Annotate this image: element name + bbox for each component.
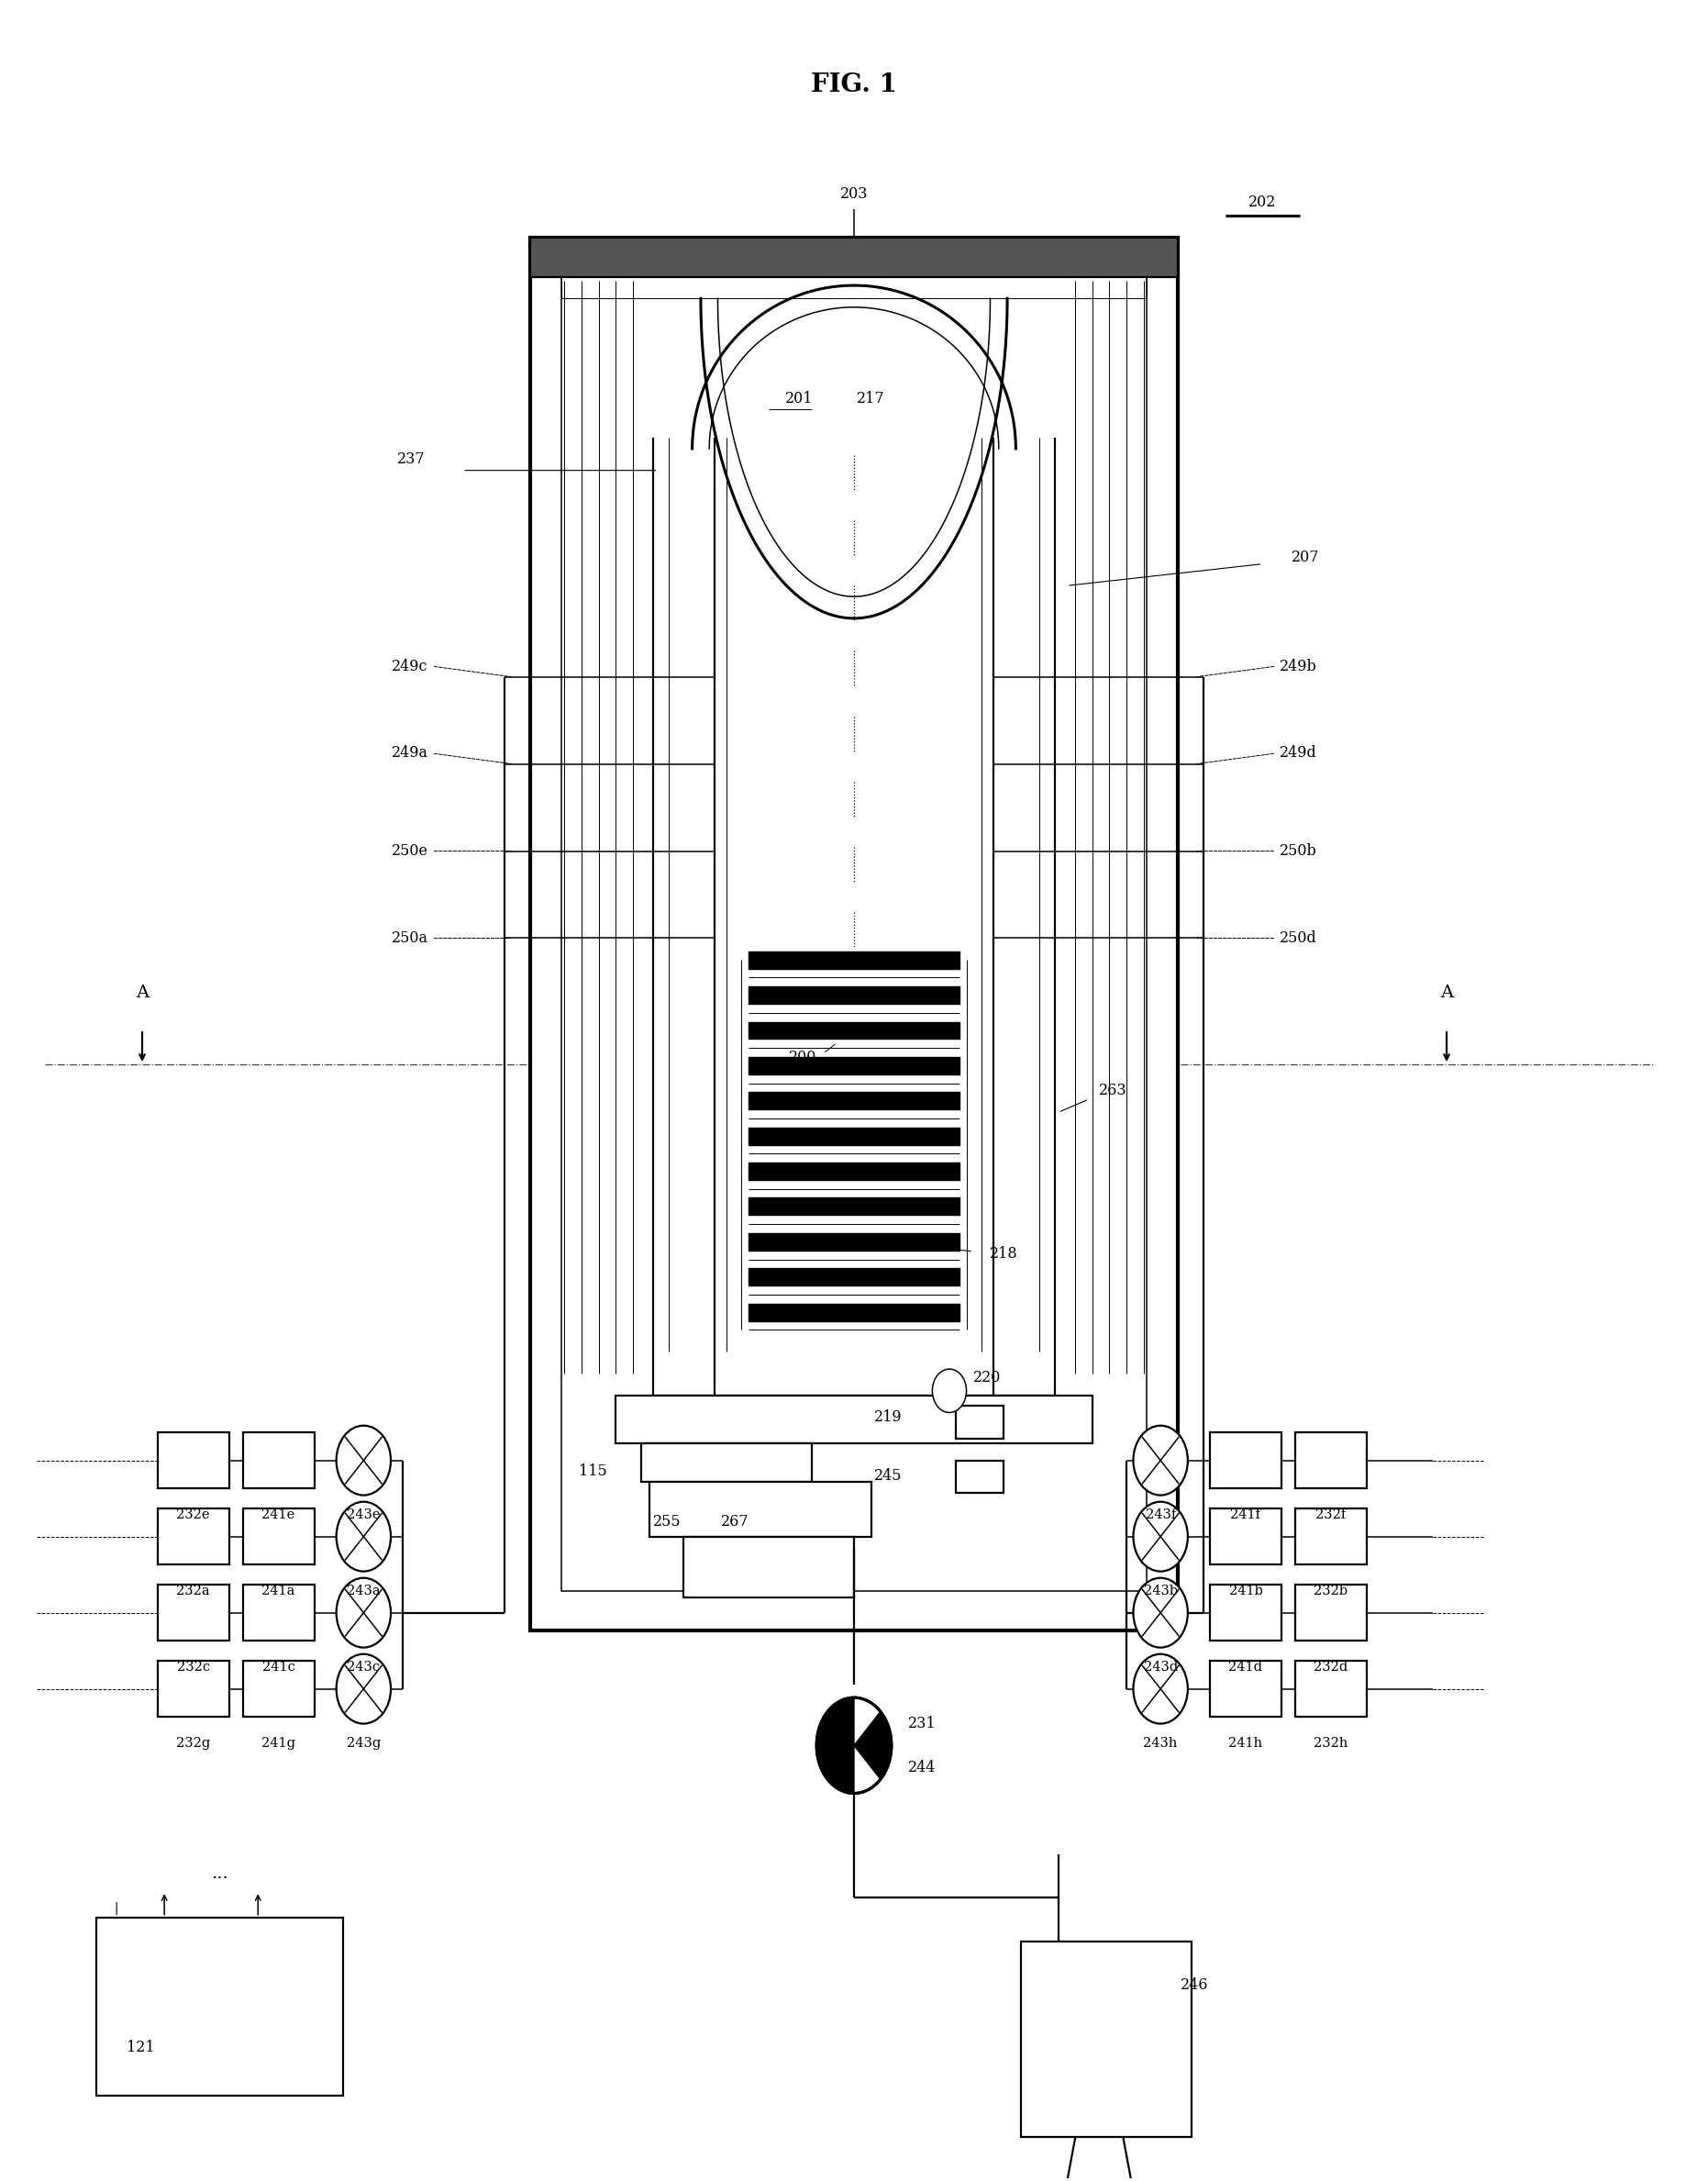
Polygon shape	[816, 1697, 854, 1793]
Circle shape	[336, 1577, 391, 1647]
Text: 246: 246	[1180, 1976, 1209, 1993]
Text: 243g: 243g	[347, 1736, 381, 1749]
Text: 232g: 232g	[176, 1736, 210, 1749]
Text: 243b: 243b	[1143, 1586, 1177, 1596]
Text: 243c: 243c	[347, 1660, 381, 1673]
Bar	[243, 1433, 314, 1490]
Text: 237: 237	[398, 451, 425, 467]
Circle shape	[1134, 1503, 1187, 1570]
Text: 255: 255	[652, 1514, 681, 1529]
Text: 243e: 243e	[347, 1509, 381, 1520]
Text: 121: 121	[126, 2039, 155, 2057]
Text: 218: 218	[991, 1245, 1018, 1261]
Text: 249a: 249a	[391, 746, 429, 761]
Bar	[1209, 1660, 1281, 1716]
Bar	[640, 1444, 811, 1483]
Text: 249d: 249d	[1279, 746, 1317, 761]
Text: 220: 220	[974, 1370, 1001, 1385]
Polygon shape	[816, 1712, 854, 1780]
Bar	[1021, 1941, 1190, 2137]
Bar	[1209, 1433, 1281, 1490]
Text: 263: 263	[1098, 1082, 1127, 1099]
Circle shape	[1134, 1577, 1187, 1647]
Text: 243h: 243h	[1143, 1736, 1177, 1749]
Bar	[157, 1660, 229, 1716]
Circle shape	[1134, 1426, 1187, 1496]
Text: 249b: 249b	[1279, 659, 1317, 674]
Bar	[243, 1660, 314, 1716]
Text: 267: 267	[721, 1514, 748, 1529]
Text: 232h: 232h	[1313, 1736, 1348, 1749]
Text: 243f: 243f	[1146, 1509, 1175, 1520]
Text: 200: 200	[789, 1049, 816, 1067]
Text: 232e: 232e	[176, 1509, 210, 1520]
Text: 232a: 232a	[176, 1586, 210, 1596]
Text: 244: 244	[909, 1760, 936, 1775]
Text: 115: 115	[579, 1463, 606, 1479]
Text: FIG. 1: FIG. 1	[811, 72, 897, 98]
Text: 243d: 243d	[1143, 1660, 1177, 1673]
Bar	[1295, 1660, 1366, 1716]
Bar	[956, 1407, 1004, 1439]
Circle shape	[816, 1697, 892, 1793]
Bar	[1209, 1583, 1281, 1640]
Text: A: A	[135, 984, 149, 1001]
Text: 217: 217	[857, 390, 885, 406]
Bar	[531, 238, 1177, 1629]
Text: 232b: 232b	[1313, 1586, 1348, 1596]
Bar	[615, 1396, 1093, 1444]
Polygon shape	[854, 1712, 892, 1780]
Circle shape	[933, 1370, 967, 1413]
Text: 241d: 241d	[1228, 1660, 1262, 1673]
Text: 245: 245	[874, 1468, 902, 1483]
Text: 241e: 241e	[261, 1509, 295, 1520]
Circle shape	[336, 1426, 391, 1496]
Bar	[1295, 1583, 1366, 1640]
Text: 241f: 241f	[1230, 1509, 1261, 1520]
Bar	[649, 1483, 871, 1538]
Bar	[1295, 1509, 1366, 1564]
Bar	[157, 1583, 229, 1640]
Text: 243a: 243a	[347, 1586, 381, 1596]
Text: ...: ...	[212, 1865, 229, 1882]
Bar	[531, 238, 1177, 277]
Text: 241a: 241a	[261, 1586, 295, 1596]
Text: 250e: 250e	[391, 844, 429, 859]
Text: 249c: 249c	[393, 659, 429, 674]
Circle shape	[336, 1653, 391, 1723]
Bar	[1295, 1433, 1366, 1490]
Text: 232d: 232d	[1313, 1660, 1348, 1673]
Text: 232c: 232c	[176, 1660, 210, 1673]
Text: 202: 202	[1249, 194, 1276, 212]
Text: 207: 207	[1291, 550, 1319, 565]
Text: 231: 231	[909, 1716, 936, 1732]
Bar	[243, 1583, 314, 1640]
Text: 241c: 241c	[261, 1660, 295, 1673]
Text: A: A	[1440, 984, 1454, 1001]
Bar	[562, 277, 1146, 299]
Circle shape	[336, 1503, 391, 1570]
Bar	[243, 1509, 314, 1564]
Text: 241g: 241g	[261, 1736, 295, 1749]
Text: 241h: 241h	[1228, 1736, 1262, 1749]
Text: 250d: 250d	[1279, 931, 1317, 947]
Bar	[1209, 1509, 1281, 1564]
Text: 232f: 232f	[1315, 1509, 1346, 1520]
Bar	[96, 1917, 343, 2096]
Bar	[562, 277, 1146, 1590]
Bar	[683, 1538, 854, 1596]
Text: 250b: 250b	[1279, 844, 1317, 859]
Text: 203: 203	[840, 185, 868, 203]
Text: 241b: 241b	[1228, 1586, 1262, 1596]
Text: 250a: 250a	[391, 931, 429, 947]
Bar	[157, 1433, 229, 1490]
Bar	[956, 1461, 1004, 1494]
Bar	[157, 1509, 229, 1564]
Text: 219: 219	[874, 1409, 902, 1424]
Circle shape	[1134, 1653, 1187, 1723]
Text: 201: 201	[786, 390, 813, 406]
